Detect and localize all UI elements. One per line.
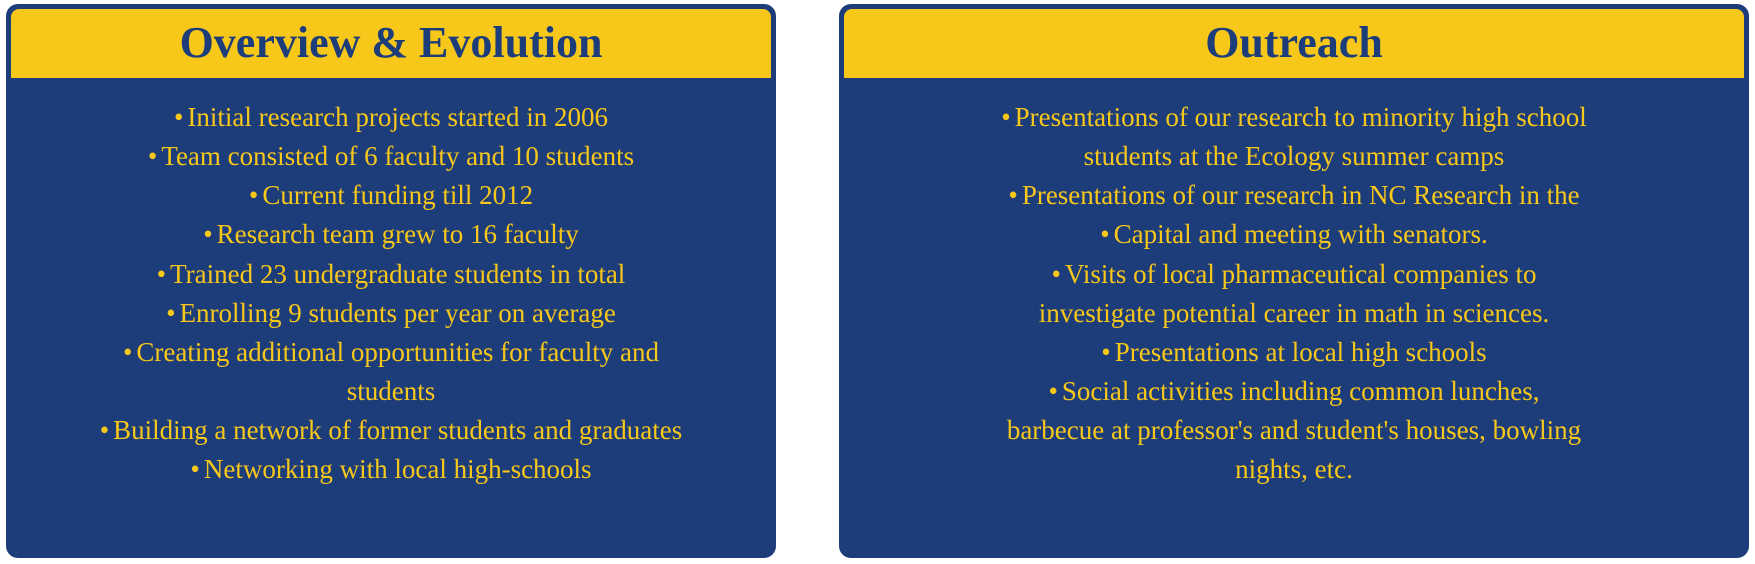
- list-line: students: [23, 372, 759, 411]
- list-line: Presentations at local high schools: [856, 333, 1732, 372]
- list-line: Social activities including common lunch…: [856, 372, 1732, 411]
- list-line: Trained 23 undergraduate students in tot…: [23, 255, 759, 294]
- list-line: Current funding till 2012: [23, 176, 759, 215]
- list-line: Initial research projects started in 200…: [23, 98, 759, 137]
- list-line: Team consisted of 6 faculty and 10 stude…: [23, 137, 759, 176]
- list-line: Visits of local pharmaceutical companies…: [856, 255, 1732, 294]
- list-line: Research team grew to 16 faculty: [23, 215, 759, 254]
- overview-title: Overview & Evolution: [11, 9, 771, 78]
- outreach-body: Presentations of our research to minorit…: [842, 80, 1746, 499]
- list-line: nights, etc.: [856, 450, 1732, 489]
- list-line: Capital and meeting with senators.: [856, 215, 1732, 254]
- list-line: students at the Ecology summer camps: [856, 137, 1732, 176]
- list-line: Building a network of former students an…: [23, 411, 759, 450]
- outreach-title: Outreach: [844, 9, 1744, 78]
- overview-panel: Overview & Evolution Initial research pr…: [6, 4, 776, 558]
- list-line: Enrolling 9 students per year on average: [23, 294, 759, 333]
- outreach-panel: Outreach Presentations of our research t…: [839, 4, 1749, 558]
- list-line: Creating additional opportunities for fa…: [23, 333, 759, 372]
- list-line: barbecue at professor's and student's ho…: [856, 411, 1732, 450]
- list-line: investigate potential career in math in …: [856, 294, 1732, 333]
- list-line: Presentations of our research to minorit…: [856, 98, 1732, 137]
- overview-body: Initial research projects started in 200…: [9, 80, 773, 499]
- list-line: Networking with local high-schools: [23, 450, 759, 489]
- list-line: Presentations of our research in NC Rese…: [856, 176, 1732, 215]
